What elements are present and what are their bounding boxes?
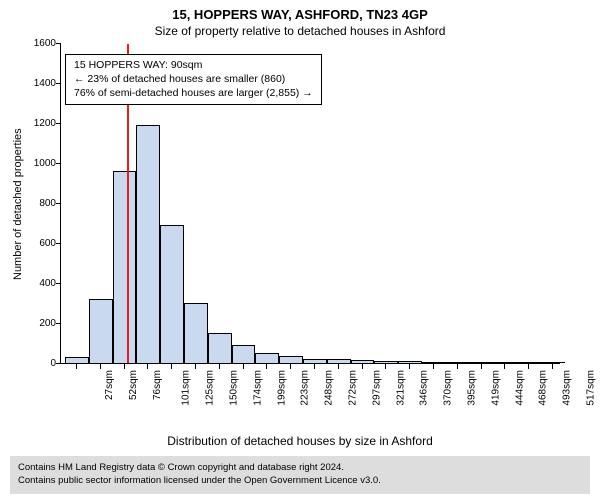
x-tick-mark xyxy=(528,364,529,369)
x-tick-mark xyxy=(76,364,77,369)
x-tick-label: 27sqm xyxy=(104,370,115,400)
histogram-bar xyxy=(160,225,184,363)
attribution-line-1: Contains HM Land Registry data © Crown c… xyxy=(18,462,582,475)
x-tick-mark xyxy=(124,364,125,369)
x-tick-label: 468sqm xyxy=(538,370,549,406)
x-tick-label: 76sqm xyxy=(152,370,163,400)
chart-subtitle: Size of property relative to detached ho… xyxy=(10,24,590,38)
x-tick-mark xyxy=(290,364,291,369)
legend-line-1: 15 HOPPERS WAY: 90sqm xyxy=(74,58,313,72)
y-tick-mark xyxy=(56,163,61,164)
plot-wrap: 15 HOPPERS WAY: 90sqm ← 23% of detached … xyxy=(60,44,560,434)
x-tick-mark xyxy=(385,364,386,369)
x-tick-label: 321sqm xyxy=(395,370,406,406)
x-tick-mark xyxy=(338,364,339,369)
y-tick-mark xyxy=(56,203,61,204)
chart-outer: Number of detached properties 1600140012… xyxy=(10,44,590,434)
x-axis-label: Distribution of detached houses by size … xyxy=(10,434,590,448)
chart-title: 15, HOPPERS WAY, ASHFORD, TN23 4GP xyxy=(10,7,590,22)
x-tick-mark xyxy=(147,364,148,369)
histogram-bar xyxy=(89,299,113,363)
histogram-bar xyxy=(327,359,351,363)
histogram-bar xyxy=(279,356,303,363)
chart-page: 15, HOPPERS WAY, ASHFORD, TN23 4GP Size … xyxy=(0,0,600,500)
y-tick-mark xyxy=(56,283,61,284)
x-tick-label: 174sqm xyxy=(252,370,263,406)
attribution-line-2: Contains public sector information licen… xyxy=(18,475,582,488)
y-tick-mark xyxy=(56,123,61,124)
x-axis-ticks: 27sqm 52sqm 76sqm 101sqm 125sqm 150sqm 174sqm 1… xyxy=(60,364,560,434)
y-tick-mark xyxy=(56,323,61,324)
histogram-bar xyxy=(303,359,327,363)
y-tick-mark xyxy=(56,43,61,44)
x-tick-label: 297sqm xyxy=(371,370,382,406)
plot-area: 15 HOPPERS WAY: 90sqm ← 23% of detached … xyxy=(60,44,560,364)
x-tick-mark xyxy=(433,364,434,369)
x-tick-mark xyxy=(457,364,458,369)
legend-line-3: 76% of semi-detached houses are larger (… xyxy=(74,86,313,100)
x-tick-label: 370sqm xyxy=(443,370,454,406)
legend-box: 15 HOPPERS WAY: 90sqm ← 23% of detached … xyxy=(65,54,322,105)
x-tick-mark xyxy=(362,364,363,369)
x-tick-label: 52sqm xyxy=(128,370,139,400)
x-tick-mark xyxy=(552,364,553,369)
x-tick-label: 419sqm xyxy=(490,370,501,406)
histogram-bar xyxy=(208,333,232,363)
x-tick-label: 346sqm xyxy=(419,370,430,406)
x-tick-label: 493sqm xyxy=(562,370,573,406)
legend-line-2: ← 23% of detached houses are smaller (86… xyxy=(74,72,313,86)
histogram-bar xyxy=(184,303,208,363)
y-axis-ticks: 16001400120010008006004002000 xyxy=(26,44,60,364)
histogram-bar xyxy=(374,361,398,363)
x-tick-label: 199sqm xyxy=(276,370,287,406)
x-tick-label: 101sqm xyxy=(181,370,192,406)
histogram-bar xyxy=(446,362,470,363)
attribution-box: Contains HM Land Registry data © Crown c… xyxy=(10,456,590,494)
histogram-bar xyxy=(136,125,160,363)
x-tick-label: 223sqm xyxy=(300,370,311,406)
x-tick-label: 125sqm xyxy=(205,370,216,406)
x-tick-mark xyxy=(171,364,172,369)
x-tick-mark xyxy=(314,364,315,369)
x-tick-mark xyxy=(195,364,196,369)
x-tick-mark xyxy=(243,364,244,369)
histogram-bar xyxy=(232,345,256,363)
x-tick-label: 395sqm xyxy=(466,370,477,406)
histogram-bar xyxy=(255,353,279,363)
histogram-bar xyxy=(398,361,422,363)
x-tick-label: 517sqm xyxy=(585,370,596,406)
histogram-bar xyxy=(517,362,541,363)
x-tick-mark xyxy=(481,364,482,369)
x-tick-mark xyxy=(100,364,101,369)
y-axis-label: Number of detached properties xyxy=(10,44,26,364)
histogram-bar xyxy=(65,357,89,363)
histogram-bar xyxy=(493,362,517,363)
histogram-bar xyxy=(541,362,565,363)
histogram-bar xyxy=(470,362,494,363)
x-tick-label: 272sqm xyxy=(347,370,358,406)
x-tick-label: 248sqm xyxy=(324,370,335,406)
histogram-bar xyxy=(113,171,137,363)
histogram-bar xyxy=(351,360,375,363)
x-tick-label: 150sqm xyxy=(228,370,239,406)
x-tick-mark xyxy=(219,364,220,369)
y-tick-mark xyxy=(56,83,61,84)
x-tick-label: 444sqm xyxy=(514,370,525,406)
y-tick-mark xyxy=(56,243,61,244)
x-tick-mark xyxy=(504,364,505,369)
x-tick-mark xyxy=(409,364,410,369)
x-tick-mark xyxy=(266,364,267,369)
histogram-bar xyxy=(422,362,446,363)
